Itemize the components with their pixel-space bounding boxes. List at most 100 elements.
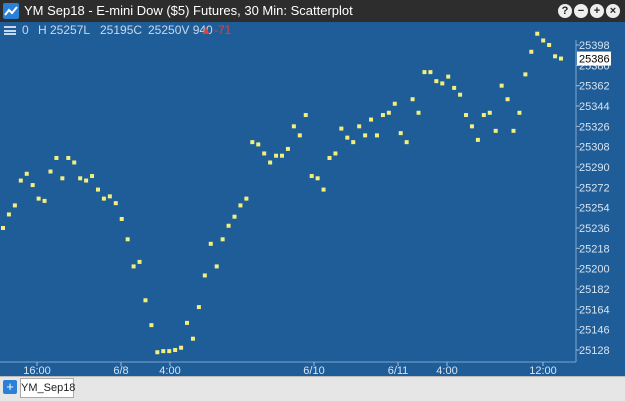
minimize-button[interactable]: − [574, 4, 588, 18]
y-tick-label: 25308 [579, 142, 610, 154]
scatter-point [309, 174, 314, 179]
scatter-point [125, 237, 130, 242]
scatter-point [499, 83, 504, 88]
scatter-point [416, 110, 421, 115]
scatter-point [1, 226, 5, 230]
scatter-point [280, 153, 284, 158]
scatter-point [18, 178, 23, 183]
scatterplot-chart[interactable]: 25398 25380 25362 25344 25326 25308 25290 25272… [0, 22, 625, 376]
scatter-point [90, 174, 95, 179]
x-tick-label: 6/10 [303, 365, 324, 376]
scatter-point [505, 97, 510, 102]
scatter-point [327, 155, 332, 160]
y-tick-label: 25182 [579, 284, 610, 296]
scatter-point [78, 176, 83, 181]
scatter-point [440, 81, 445, 86]
scatter-point [559, 56, 563, 61]
quote-volume: 25250V 940 [148, 23, 213, 37]
scatter-point [523, 72, 528, 77]
y-tick-label: 25164 [579, 304, 610, 316]
scatter-point [369, 117, 374, 122]
scatter-point [392, 101, 397, 106]
scatter-point [315, 176, 320, 181]
scatter-point [285, 146, 290, 151]
y-tick-label: 25236 [579, 223, 610, 235]
scatter-point [446, 74, 451, 79]
x-tick-label: 16:00 [23, 365, 51, 376]
scatter-point [274, 153, 279, 158]
scatter-point [386, 110, 391, 115]
scatter-point [167, 349, 172, 354]
scatter-point [398, 131, 403, 136]
scatter-point [404, 140, 409, 145]
tab-ym-sep18[interactable]: YM_Sep18 [20, 378, 75, 398]
scatter-point [173, 348, 178, 352]
scatter-point [535, 31, 540, 36]
add-tab-button[interactable]: + [3, 380, 17, 394]
menu-icon[interactable] [4, 26, 16, 35]
scatter-point [469, 124, 474, 129]
scatter-point [363, 133, 368, 138]
change-arrow-icon: ▲ [200, 23, 212, 37]
scatter-point [179, 345, 184, 350]
scatter-point [434, 79, 439, 84]
scatter-point [220, 237, 225, 242]
scatter-point [101, 196, 106, 201]
scatter-point [149, 323, 154, 328]
close-button[interactable]: × [606, 4, 620, 18]
scatter-point [256, 142, 261, 147]
chart-app-icon [3, 3, 19, 19]
x-tick-label: 6/8 [113, 365, 128, 376]
scatter-point [244, 196, 249, 201]
x-tick-label: 4:00 [159, 365, 180, 376]
scatter-point [333, 151, 338, 156]
scatter-point [380, 113, 385, 118]
scatter-point [345, 135, 350, 140]
x-tick-label: 6/11 [388, 365, 409, 376]
scatter-point [214, 264, 219, 269]
quote-open: 0 [22, 23, 29, 37]
scatter-point [155, 350, 160, 355]
scatter-point [351, 140, 356, 145]
scatter-point [553, 54, 558, 59]
x-tick-label: 12:00 [529, 365, 557, 376]
help-button[interactable]: ? [558, 4, 572, 18]
scatter-point [541, 38, 546, 43]
scatter-point [190, 336, 195, 341]
scatter-point [529, 49, 534, 54]
scatter-point [137, 259, 142, 264]
scatter-point [6, 212, 11, 217]
scatter-point [547, 43, 552, 47]
scatter-point [36, 196, 41, 201]
scatter-point [250, 140, 255, 145]
scatter-point [422, 70, 427, 75]
scatter-point [458, 92, 463, 97]
current-price-box [577, 51, 611, 66]
scatter-point [297, 133, 302, 138]
quote-high-low: H 25257L [38, 23, 91, 37]
y-tick-label: 25326 [579, 121, 610, 133]
scatter-point [84, 178, 89, 183]
scatter-point [196, 305, 201, 310]
tab-bar: + YM_Sep18 [0, 376, 625, 401]
scatter-point [208, 241, 213, 246]
scatter-point [131, 264, 136, 269]
scatter-point [202, 273, 207, 278]
scatter-point [321, 187, 326, 192]
quote-line: 0 H 25257L 25195C 25250V 940 ▲ -71 [0, 22, 580, 38]
scatter-point [339, 126, 344, 131]
scatter-point [232, 214, 237, 219]
scatter-point [357, 124, 362, 129]
y-tick-label: 25254 [579, 203, 610, 215]
scatter-point [410, 97, 415, 102]
scatter-point [143, 298, 148, 303]
scatter-point [161, 349, 166, 354]
scatter-point [452, 85, 457, 90]
scatter-point [238, 203, 243, 208]
maximize-button[interactable]: + [590, 4, 604, 18]
x-tick-label: 4:00 [436, 365, 457, 376]
current-price-label: 25386 [579, 54, 610, 66]
scatter-point [481, 113, 486, 118]
y-tick-label: 25128 [579, 345, 610, 357]
